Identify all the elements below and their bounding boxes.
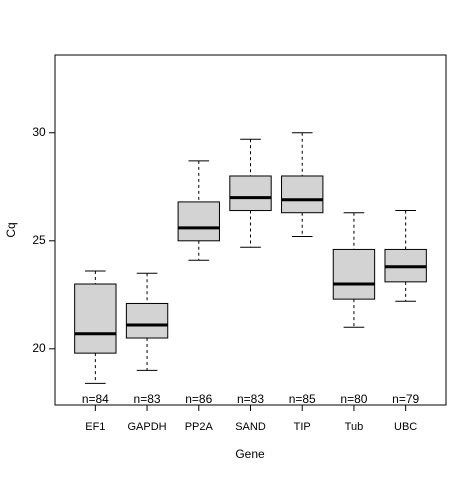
y-tick-label: 20 (32, 341, 46, 355)
box (281, 175, 324, 214)
x-axis-title: Gene (235, 447, 265, 461)
x-tick-label: GAPDH (127, 421, 166, 433)
x-tick-label: PP2A (185, 421, 214, 433)
box (177, 201, 220, 242)
box (332, 248, 376, 300)
x-tick-label: UBC (394, 421, 417, 433)
count-label: n=85 (289, 392, 316, 406)
count-label: n=80 (340, 392, 367, 406)
count-label: n=83 (237, 392, 264, 406)
y-tick-label: 25 (32, 233, 46, 247)
count-label: n=86 (185, 392, 212, 406)
box (125, 302, 169, 339)
box (229, 175, 272, 212)
count-label: n=84 (82, 392, 109, 406)
y-axis-title: Cq (4, 222, 18, 237)
y-tick-label: 30 (32, 125, 46, 139)
box (74, 283, 117, 354)
count-label: n=83 (134, 392, 161, 406)
count-label: n=79 (392, 392, 419, 406)
x-tick-label: Tub (345, 421, 364, 433)
x-tick-label: TIP (294, 421, 311, 433)
x-tick-label: EF1 (85, 421, 105, 433)
x-tick-label: SAND (235, 421, 266, 433)
